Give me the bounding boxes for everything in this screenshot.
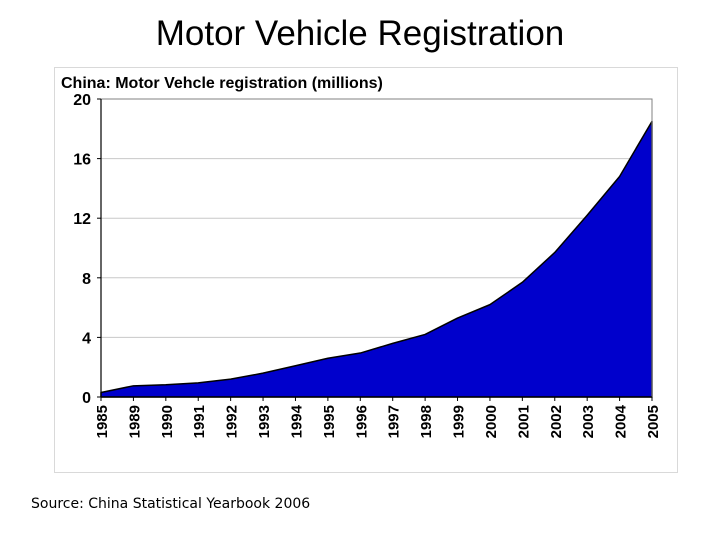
y-tick-labels: 0 4 8 12 16 20 <box>73 92 91 407</box>
x-tick-label: 1997 <box>386 405 403 438</box>
x-tick-label: 1991 <box>191 405 208 438</box>
y-tick-label: 0 <box>82 390 91 407</box>
x-tick-label: 1993 <box>256 405 273 438</box>
x-tick-label: 1994 <box>288 404 305 438</box>
x-tick-label: 1985 <box>94 405 111 438</box>
x-tick-label: 1989 <box>126 405 143 438</box>
x-tick-label: 2004 <box>613 404 630 438</box>
x-tick-label: 2001 <box>515 405 532 438</box>
y-tick-label: 16 <box>73 152 91 169</box>
area-chart: China: Motor Vehcle registration (millio… <box>61 75 662 438</box>
chart-frame: China: Motor Vehcle registration (millio… <box>54 67 678 473</box>
axes <box>97 98 653 401</box>
x-tick-label: 1992 <box>224 405 241 438</box>
y-tick-label: 12 <box>73 211 91 228</box>
y-tick-label: 20 <box>73 92 91 109</box>
x-tick-label: 2002 <box>548 405 565 438</box>
chart-title: China: Motor Vehcle registration (millio… <box>61 75 383 92</box>
x-tick-label: 1996 <box>353 405 370 438</box>
x-tick-label: 2000 <box>483 405 500 438</box>
x-tick-label: 1998 <box>418 405 435 438</box>
x-tick-labels: 1985 1989 1990 1991 1992 1993 1994 1995 1996 1997… <box>94 404 662 438</box>
area-series-0 <box>100 120 653 398</box>
y-tick-label: 8 <box>82 271 91 288</box>
x-tick-label: 1999 <box>451 405 468 438</box>
x-tick-label: 2005 <box>645 405 662 438</box>
slide-title: Motor Vehicle Registration <box>155 14 565 53</box>
y-tick-label: 4 <box>82 330 91 347</box>
x-tick-label: 2003 <box>580 405 597 438</box>
x-tick-label: 1990 <box>159 405 176 438</box>
area-series-layer <box>100 120 653 398</box>
source-note: Source: China Statistical Yearbook 2006 <box>31 496 311 512</box>
x-tick-label: 1995 <box>321 405 338 438</box>
